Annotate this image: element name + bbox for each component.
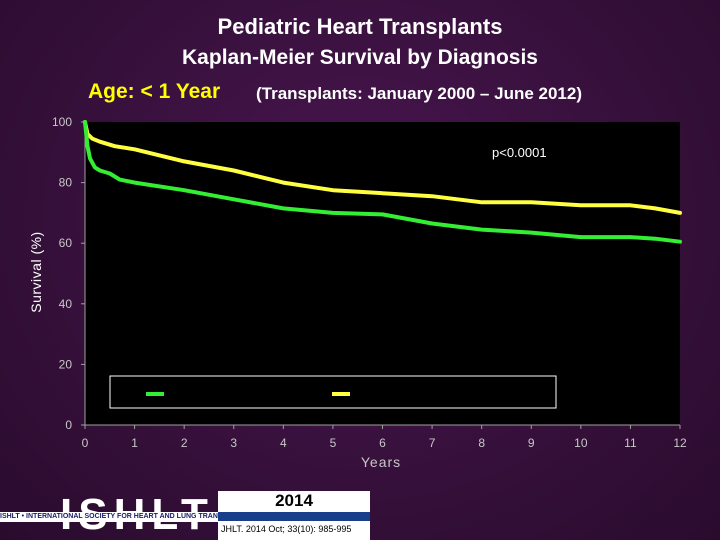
x-tick-label: 8 <box>478 436 485 450</box>
x-tick-label: 7 <box>429 436 436 450</box>
x-tick-label: 6 <box>379 436 386 450</box>
p-value-annotation: p<0.0001 <box>492 145 547 160</box>
x-tick-label: 0 <box>82 436 89 450</box>
x-tick-label: 5 <box>330 436 337 450</box>
x-tick-label: 4 <box>280 436 287 450</box>
citation-bar <box>218 512 370 521</box>
page-title: Pediatric Heart Transplants <box>217 14 503 39</box>
x-tick-label: 9 <box>528 436 535 450</box>
y-tick-label: 80 <box>59 176 73 190</box>
y-tick-label: 100 <box>52 115 72 129</box>
x-tick-label: 10 <box>574 436 588 450</box>
age-label: Age: < 1 Year <box>88 80 221 103</box>
y-tick-label: 40 <box>59 297 73 311</box>
x-tick-label: 3 <box>230 436 237 450</box>
x-tick-label: 2 <box>181 436 188 450</box>
plot-area <box>85 122 680 425</box>
y-tick-label: 20 <box>59 357 73 371</box>
citation-year: 2014 <box>275 491 313 510</box>
x-tick-label: 1 <box>131 436 138 450</box>
y-axis-label: Survival (%) <box>28 231 44 313</box>
citation-box: 2014 JHLT. 2014 Oct; 33(10): 985-995 <box>218 491 370 540</box>
citation-text: JHLT. 2014 Oct; 33(10): 985-995 <box>221 524 352 534</box>
chart-subtitle: Kaplan-Meier Survival by Diagnosis <box>182 46 538 69</box>
logo-subtitle: ISHLT • INTERNATIONAL SOCIETY FOR HEART … <box>0 512 218 522</box>
ishlt-logo: ISHLT ISHLT • INTERNATIONAL SOCIETY FOR … <box>0 490 218 540</box>
x-axis-label: Years <box>360 454 402 470</box>
x-tick-label: 12 <box>673 436 687 450</box>
y-tick-label: 60 <box>59 236 73 250</box>
period-label: (Transplants: January 2000 – June 2012) <box>256 84 582 103</box>
x-tick-label: 11 <box>624 436 637 450</box>
y-tick-label: 0 <box>65 418 72 432</box>
series-line-0 <box>83 120 682 215</box>
series-line-1 <box>83 120 682 244</box>
